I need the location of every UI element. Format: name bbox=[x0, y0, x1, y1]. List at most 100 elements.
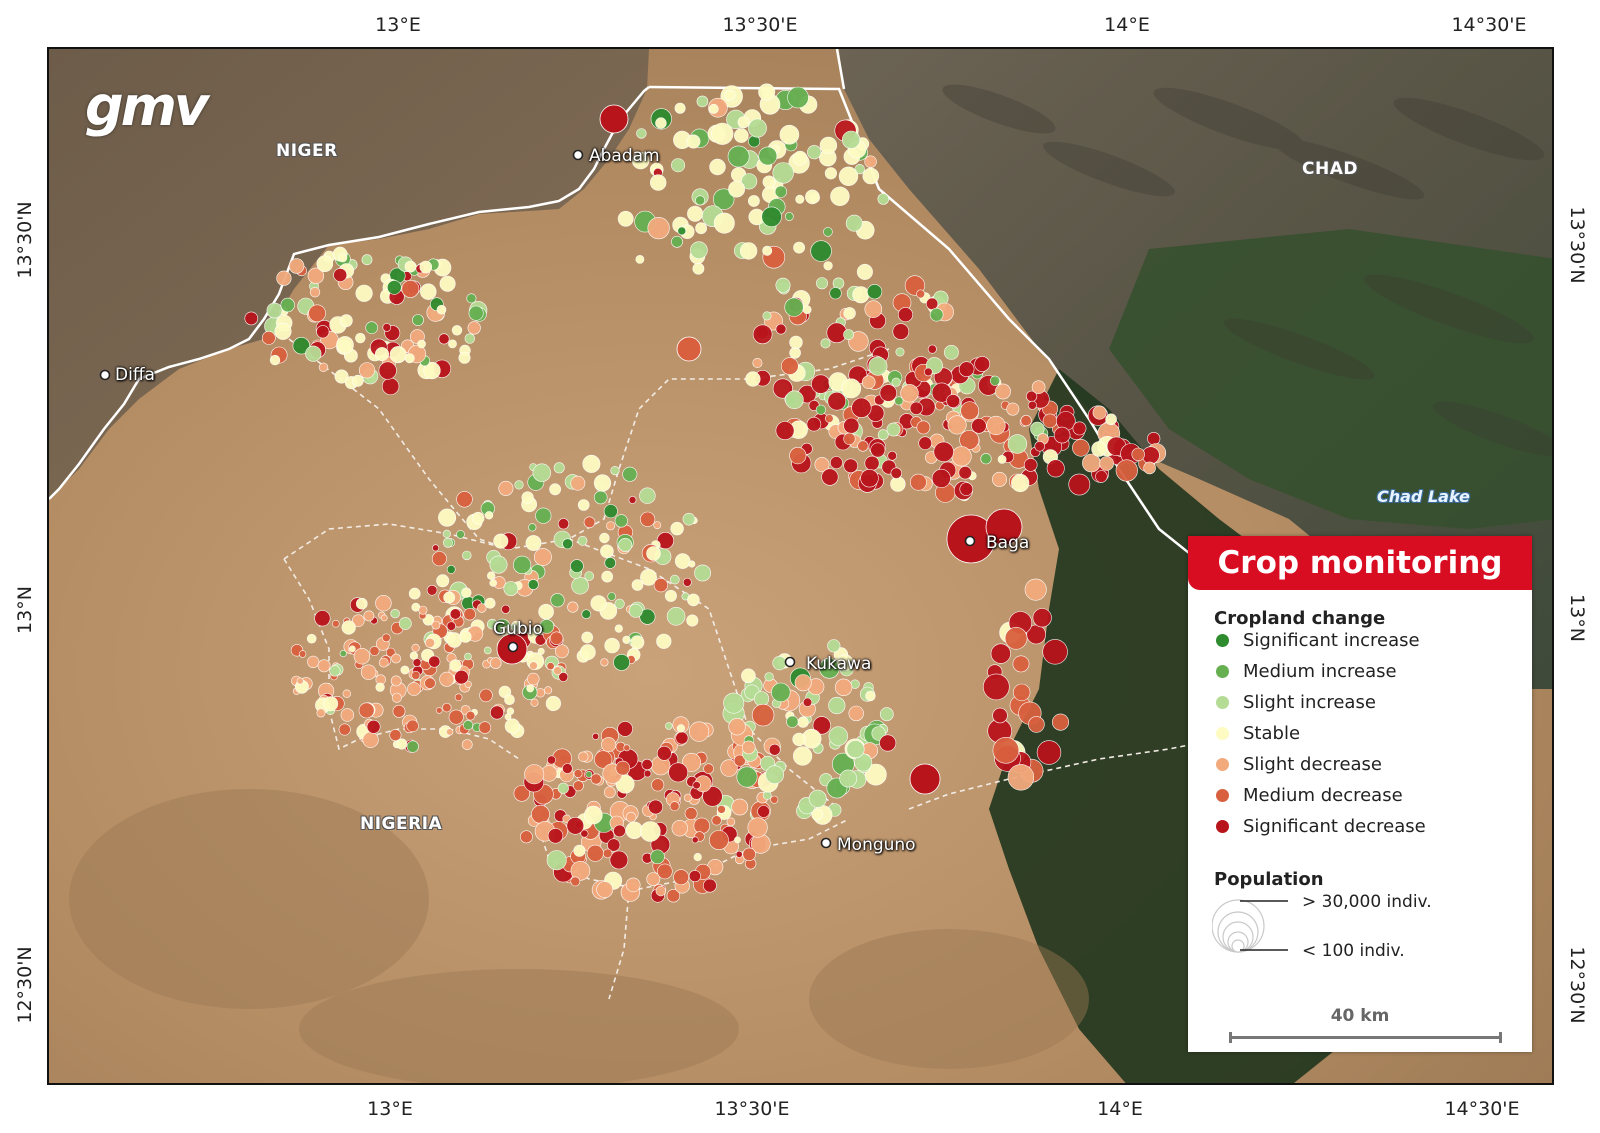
settlement-circle bbox=[1027, 400, 1037, 410]
settlement-circle bbox=[1046, 459, 1065, 478]
settlement-circle bbox=[808, 789, 827, 808]
settlement-circle bbox=[577, 499, 590, 511]
settlement-circle bbox=[406, 740, 419, 753]
settlement-circle bbox=[590, 773, 602, 785]
lake-chad-water bbox=[1109, 229, 1552, 529]
settlement-circle bbox=[762, 791, 772, 800]
town-dot[interactable] bbox=[964, 535, 976, 547]
settlement-circle bbox=[653, 577, 669, 593]
place-gubio[interactable]: Gubio bbox=[493, 619, 543, 639]
settlement-circle bbox=[728, 717, 746, 736]
legend-swatch-significant-increase bbox=[1216, 633, 1229, 647]
settlement-circle bbox=[925, 297, 939, 310]
settlement-circle bbox=[802, 697, 813, 707]
settlement-circle bbox=[931, 382, 952, 403]
scale-bar-label: 40 km bbox=[1330, 1006, 1390, 1026]
settlement-circle bbox=[558, 672, 569, 682]
population-size-symbol bbox=[1212, 899, 1288, 953]
settlement-circle bbox=[992, 707, 1008, 724]
settlement-circle bbox=[895, 347, 905, 357]
settlement-circle bbox=[406, 719, 419, 733]
settlement-circle bbox=[830, 186, 850, 207]
settlement-circle bbox=[531, 804, 550, 824]
settlement-circle bbox=[468, 305, 484, 321]
legend-label: Slight decrease bbox=[1243, 753, 1382, 775]
place-kukawa[interactable]: Kukawa bbox=[806, 654, 872, 674]
settlement-circle bbox=[355, 284, 373, 302]
place-monguno[interactable]: Monguno bbox=[837, 835, 916, 855]
settlement-circle bbox=[690, 241, 708, 259]
legend-label: Significant increase bbox=[1243, 629, 1420, 651]
settlement-circle bbox=[758, 83, 776, 101]
settlement-circle bbox=[832, 277, 845, 290]
settlement-circle bbox=[741, 668, 756, 684]
settlement-circle bbox=[764, 672, 774, 682]
settlement-circle bbox=[391, 653, 401, 664]
settlement-circle bbox=[650, 849, 665, 865]
settlement-circle bbox=[971, 418, 987, 434]
coord-left-13-30n: 13°30'N bbox=[14, 201, 36, 279]
settlement-circle bbox=[693, 852, 702, 862]
settlement-circle bbox=[594, 750, 613, 769]
settlement-circle bbox=[617, 210, 634, 227]
settlement-circle bbox=[727, 145, 750, 168]
town-dot[interactable] bbox=[507, 641, 519, 653]
settlement-circle bbox=[795, 194, 805, 204]
settlement-circle bbox=[827, 391, 847, 411]
settlement-circle bbox=[351, 374, 364, 387]
settlement-circle bbox=[916, 420, 931, 435]
settlement-circle bbox=[641, 758, 653, 771]
settlement-circle bbox=[408, 587, 421, 600]
town-dot[interactable] bbox=[99, 369, 111, 381]
legend-item-slight-increase: Slight increase bbox=[1214, 690, 1376, 714]
label-nigeria: NIGERIA bbox=[360, 814, 443, 834]
settlement-circle bbox=[593, 474, 612, 492]
place-baga[interactable]: Baga bbox=[986, 533, 1030, 553]
settlement-circle bbox=[676, 724, 686, 733]
settlement-circle bbox=[503, 581, 519, 596]
settlement-circle bbox=[723, 692, 745, 714]
settlement-circle bbox=[504, 718, 521, 734]
settlement-circle bbox=[770, 795, 779, 804]
settlement-circle bbox=[424, 637, 435, 648]
settlement-circle bbox=[843, 432, 856, 445]
settlement-circle bbox=[1082, 453, 1101, 473]
settlement-circle bbox=[459, 630, 472, 643]
town-dot[interactable] bbox=[784, 656, 796, 668]
settlement-circle bbox=[664, 589, 677, 602]
settlement-circle bbox=[601, 737, 617, 753]
town-dot[interactable] bbox=[820, 837, 832, 849]
settlement-circle bbox=[583, 805, 603, 825]
settlement-circle bbox=[768, 743, 781, 756]
settlement-circle bbox=[381, 377, 400, 396]
place-abadam[interactable]: Abadam bbox=[589, 146, 660, 166]
place-diffa[interactable]: Diffa bbox=[115, 365, 155, 385]
settlement-circle bbox=[851, 397, 872, 418]
settlement-circle bbox=[378, 657, 389, 668]
settlement-markers bbox=[244, 83, 1167, 903]
settlement-circle bbox=[323, 696, 339, 712]
settlement-circle bbox=[708, 103, 719, 114]
coord-bottom-14e: 14°E bbox=[1097, 1098, 1143, 1120]
town-dot[interactable] bbox=[572, 149, 584, 161]
settlement-circle bbox=[549, 631, 564, 645]
settlement-circle bbox=[1007, 764, 1035, 791]
settlement-circle bbox=[333, 268, 348, 282]
settlement-circle bbox=[358, 362, 376, 379]
settlement-circle bbox=[570, 475, 586, 491]
settlement-circle bbox=[570, 559, 584, 573]
legend-population-heading: Population bbox=[1214, 869, 1324, 890]
settlement-circle bbox=[610, 466, 620, 476]
settlement-circle bbox=[489, 579, 498, 587]
legend-swatch-medium-increase bbox=[1216, 664, 1229, 678]
settlement-circle bbox=[292, 337, 311, 355]
settlement-circle bbox=[504, 713, 512, 721]
settlement-circle bbox=[857, 440, 869, 452]
settlement-circle bbox=[477, 603, 487, 613]
settlement-circle bbox=[712, 188, 735, 210]
legend-item-slight-decrease: Slight decrease bbox=[1214, 752, 1382, 776]
settlement-circle bbox=[1091, 441, 1107, 457]
settlement-circle bbox=[446, 565, 456, 574]
settlement-circle bbox=[358, 702, 375, 719]
settlement-circle-large bbox=[909, 763, 941, 795]
